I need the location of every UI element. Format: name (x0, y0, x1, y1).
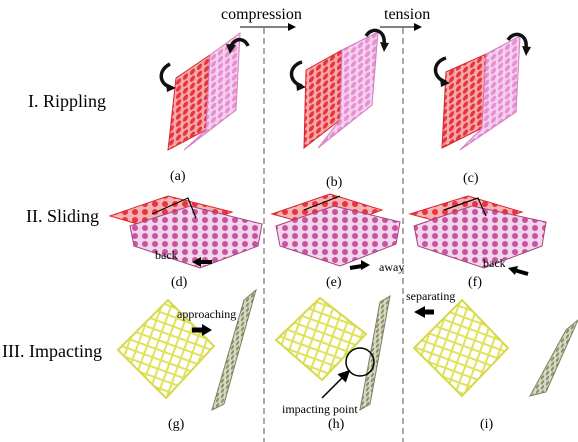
tension-header: tension (384, 6, 430, 23)
offset-angle-marker (151, 197, 197, 219)
back-arrowhead (508, 266, 518, 275)
rotation-arrow-right (364, 28, 386, 45)
panel-i-illustration (412, 298, 578, 398)
yellow-sheet (274, 296, 368, 382)
panel-label-h: (h) (328, 417, 345, 432)
pink-sheet (459, 35, 521, 151)
panel-c-illustration (433, 32, 531, 151)
compression-header: compression (221, 6, 302, 23)
panel-label-f: (f) (468, 275, 482, 290)
separating-arrowhead (414, 306, 425, 318)
away-arrowhead (361, 260, 370, 270)
annotation-impacting-point: impacting point (282, 402, 358, 416)
annotation-away-e: away (379, 260, 404, 274)
panel-label-b: (b) (326, 175, 343, 190)
magenta-sheet (129, 205, 263, 269)
rotation-arrowhead-left (166, 83, 176, 92)
row-label-sliding: II. Sliding (26, 206, 99, 226)
panel-label-g: (g) (168, 417, 185, 432)
panel-h-illustration (274, 295, 391, 411)
rotation-arrowhead-left (440, 78, 450, 87)
annotation-approaching: approaching (177, 307, 236, 321)
panel-label-c: (c) (463, 171, 479, 186)
yellow-sheet (412, 298, 510, 398)
magenta-sheet (413, 205, 547, 269)
away-arrow-shaft (349, 264, 363, 270)
olive-sheet (529, 319, 578, 397)
olive-sheet (211, 288, 257, 411)
panel-b-illustration (289, 28, 389, 150)
panel-d-illustration (108, 195, 263, 269)
back-arrowhead (192, 257, 201, 267)
pink-sheet (317, 31, 379, 149)
offset-angle-marker (443, 197, 487, 217)
panel-f-illustration (408, 195, 547, 276)
annotation-back-d: back (155, 248, 178, 262)
red-sheet (167, 54, 211, 151)
header: compression tension (221, 6, 430, 31)
panel-g-illustration (116, 288, 257, 411)
row-label-impacting: III. Impacting (2, 341, 102, 361)
row-label-rippling: I. Rippling (28, 91, 106, 111)
magenta-sheet (275, 205, 401, 267)
panel-e-illustration (270, 193, 401, 270)
panel-label-a: (a) (170, 169, 186, 184)
olive-sheet (359, 295, 391, 411)
panel-label-e: (e) (326, 275, 342, 290)
annotation-separating: separating (406, 289, 455, 303)
offset-marker (303, 195, 341, 211)
panel-label-i: (i) (480, 417, 494, 432)
rotation-arrowhead-right (226, 44, 236, 54)
yellow-sheet (116, 298, 216, 400)
rotation-arrow-right (506, 32, 528, 49)
rotation-arrowhead-right (380, 42, 389, 52)
pink-sheet (183, 31, 241, 151)
panel-label-d: (d) (171, 275, 188, 290)
impacting-point-arrow (321, 369, 351, 399)
approach-arrowhead (202, 324, 212, 336)
panel-a-illustration (159, 31, 250, 151)
rotation-arrowhead-right (522, 46, 531, 56)
annotation-back-f: back (483, 256, 506, 270)
rotation-arrowhead-left (296, 82, 306, 91)
impact-circle (345, 347, 375, 377)
